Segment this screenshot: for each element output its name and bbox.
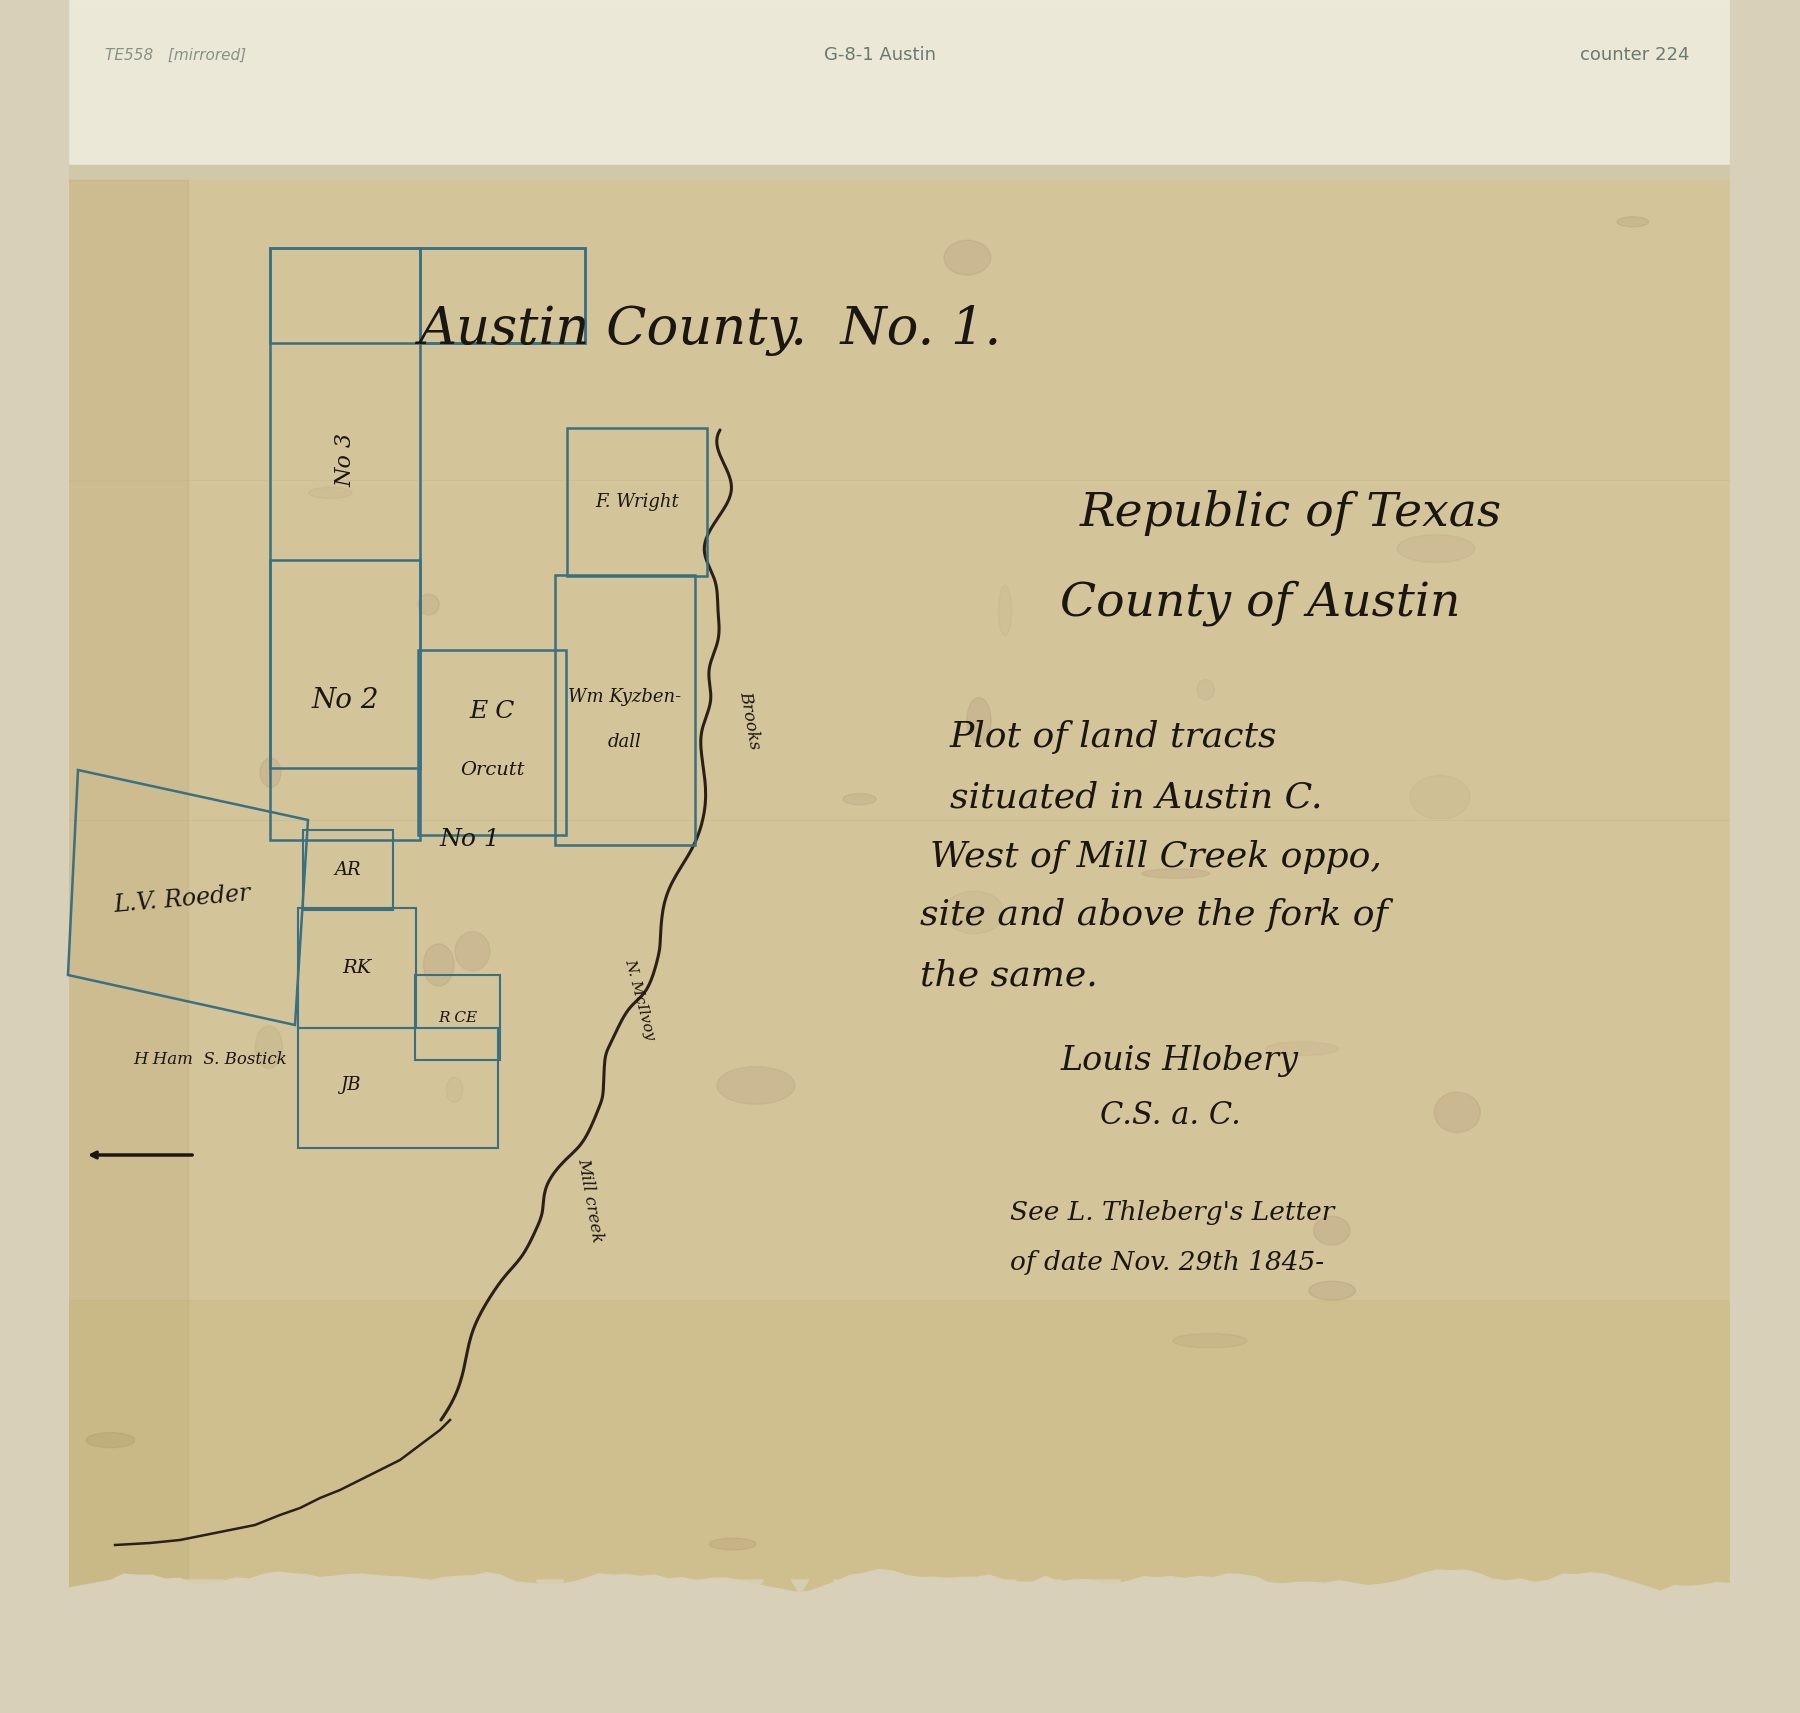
Bar bbox=[416, 975, 500, 1060]
Text: Mill creek: Mill creek bbox=[574, 1156, 607, 1244]
Ellipse shape bbox=[716, 1067, 796, 1105]
Ellipse shape bbox=[86, 1432, 135, 1447]
Polygon shape bbox=[688, 1579, 713, 1614]
Polygon shape bbox=[284, 1579, 315, 1591]
Bar bbox=[0, 0, 68, 1713]
Ellipse shape bbox=[261, 757, 281, 788]
Text: site and above the fork of: site and above the fork of bbox=[920, 898, 1388, 932]
Text: See L. Thleberg's Letter: See L. Thleberg's Letter bbox=[1010, 1201, 1334, 1225]
Bar bbox=[299, 1028, 499, 1148]
Ellipse shape bbox=[423, 944, 454, 987]
Text: No 2: No 2 bbox=[311, 687, 378, 714]
Polygon shape bbox=[486, 1579, 513, 1588]
Bar bbox=[68, 180, 1730, 1631]
Polygon shape bbox=[983, 1579, 1017, 1590]
Text: Austin County.  No. 1.: Austin County. No. 1. bbox=[418, 305, 1001, 356]
Ellipse shape bbox=[1141, 868, 1210, 879]
Text: No 3: No 3 bbox=[335, 433, 356, 486]
Ellipse shape bbox=[1435, 1093, 1480, 1132]
Polygon shape bbox=[736, 1579, 763, 1600]
Text: C.S. a. C.: C.S. a. C. bbox=[1100, 1100, 1240, 1131]
Text: L.V. Roeder: L.V. Roeder bbox=[113, 882, 252, 918]
Bar bbox=[419, 248, 585, 343]
Ellipse shape bbox=[418, 594, 439, 615]
Text: situated in Austin C.: situated in Austin C. bbox=[950, 779, 1323, 814]
Ellipse shape bbox=[310, 486, 353, 498]
Bar bbox=[554, 576, 695, 845]
Text: County of Austin: County of Austin bbox=[1060, 581, 1460, 625]
Text: counter 224: counter 224 bbox=[1580, 46, 1690, 63]
Bar bbox=[302, 831, 392, 910]
Polygon shape bbox=[625, 1579, 675, 1597]
Text: Wm Kyzben-: Wm Kyzben- bbox=[569, 687, 682, 706]
Ellipse shape bbox=[1397, 534, 1474, 562]
Bar bbox=[68, 180, 187, 1631]
Bar bbox=[270, 248, 419, 767]
Text: Plot of land tracts: Plot of land tracts bbox=[950, 719, 1278, 754]
Bar bbox=[567, 428, 707, 576]
Ellipse shape bbox=[1314, 1216, 1350, 1245]
Text: the same.: the same. bbox=[920, 958, 1098, 992]
Polygon shape bbox=[383, 1579, 416, 1585]
Bar bbox=[0, 0, 1800, 175]
Bar bbox=[0, 164, 1800, 180]
Text: dall: dall bbox=[608, 733, 643, 752]
Text: G-8-1 Austin: G-8-1 Austin bbox=[824, 46, 936, 63]
Polygon shape bbox=[1039, 1579, 1062, 1615]
Bar bbox=[299, 908, 416, 1028]
Polygon shape bbox=[68, 1569, 1730, 1713]
Ellipse shape bbox=[943, 240, 990, 276]
Text: Orcutt: Orcutt bbox=[459, 761, 524, 779]
Polygon shape bbox=[792, 1579, 808, 1593]
Bar bbox=[1730, 0, 1800, 1713]
Ellipse shape bbox=[709, 1538, 756, 1550]
Bar bbox=[270, 560, 419, 839]
Polygon shape bbox=[176, 1579, 223, 1609]
Polygon shape bbox=[887, 1579, 913, 1586]
Text: Louis Hlobery: Louis Hlobery bbox=[1060, 1045, 1298, 1077]
Text: H Ham  S. Bostick: H Ham S. Bostick bbox=[133, 1052, 286, 1069]
Text: RK: RK bbox=[342, 959, 371, 976]
Text: N. McIlvoy: N. McIlvoy bbox=[623, 958, 657, 1042]
Polygon shape bbox=[580, 1579, 619, 1600]
Text: F. Wright: F. Wright bbox=[596, 493, 679, 510]
Polygon shape bbox=[938, 1579, 961, 1612]
Ellipse shape bbox=[943, 891, 1004, 934]
Ellipse shape bbox=[842, 793, 877, 805]
Text: R CE: R CE bbox=[437, 1011, 477, 1024]
Text: AR: AR bbox=[335, 862, 362, 879]
Bar bbox=[418, 649, 565, 834]
Bar bbox=[0, 0, 1800, 175]
Text: No 1: No 1 bbox=[439, 829, 500, 851]
Bar bbox=[68, 1300, 1730, 1631]
Ellipse shape bbox=[967, 697, 992, 743]
Polygon shape bbox=[1078, 1579, 1121, 1605]
Text: Brooks: Brooks bbox=[736, 690, 763, 750]
Ellipse shape bbox=[1174, 1333, 1247, 1348]
Polygon shape bbox=[536, 1579, 563, 1614]
Ellipse shape bbox=[1309, 1281, 1355, 1300]
Polygon shape bbox=[239, 1579, 259, 1595]
Text: West of Mill Creek oppo,: West of Mill Creek oppo, bbox=[931, 839, 1382, 874]
Text: E C: E C bbox=[470, 699, 515, 723]
Ellipse shape bbox=[455, 932, 490, 971]
Polygon shape bbox=[437, 1579, 463, 1598]
Polygon shape bbox=[328, 1579, 373, 1610]
Text: of date Nov. 29th 1845-: of date Nov. 29th 1845- bbox=[1010, 1250, 1325, 1274]
Bar bbox=[270, 248, 585, 343]
Ellipse shape bbox=[1197, 680, 1215, 701]
Ellipse shape bbox=[1265, 1042, 1339, 1055]
Polygon shape bbox=[833, 1579, 866, 1603]
Text: Republic of Texas: Republic of Texas bbox=[1080, 490, 1503, 536]
Text: TE558   [mirrored]: TE558 [mirrored] bbox=[104, 48, 247, 62]
Text: JB: JB bbox=[340, 1076, 360, 1095]
Ellipse shape bbox=[1616, 218, 1649, 226]
Ellipse shape bbox=[256, 1026, 283, 1069]
